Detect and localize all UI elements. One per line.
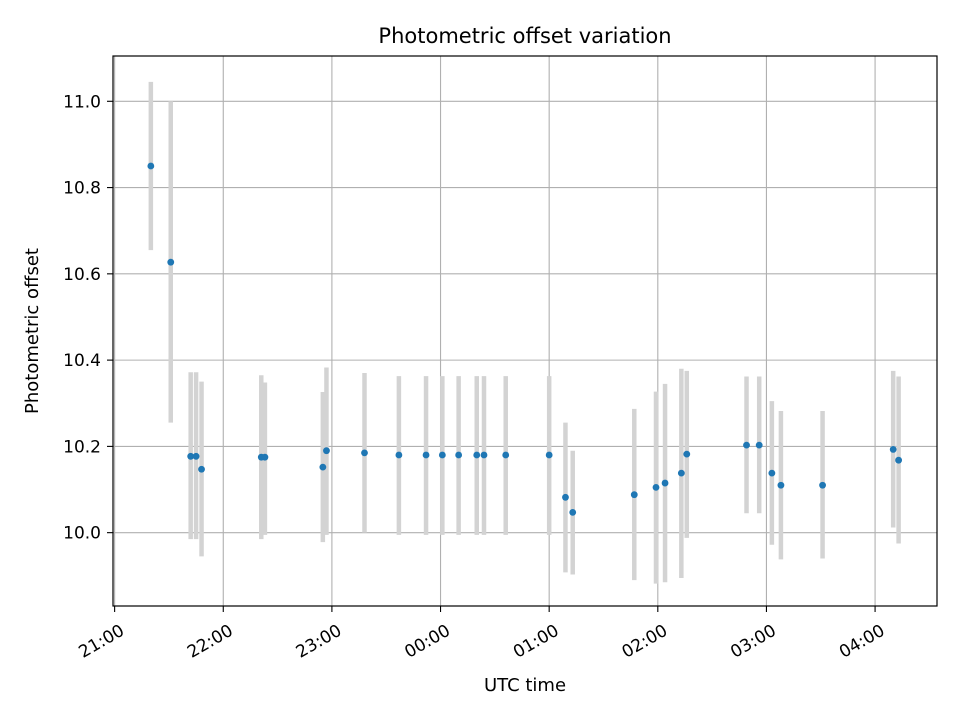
data-point xyxy=(261,453,269,461)
data-point xyxy=(819,481,826,489)
data-point xyxy=(422,451,430,459)
data-point xyxy=(438,451,446,459)
x-tick-label: 00:00 xyxy=(401,621,453,663)
data-point xyxy=(361,449,368,457)
data-point xyxy=(545,451,553,459)
data-point xyxy=(661,479,669,487)
x-axis-ticks: 21:00 22:00 23:00 00:00 01:00 02:00 03:00 04:00 xyxy=(75,606,888,663)
data-point xyxy=(455,451,463,459)
data-point xyxy=(630,491,638,499)
data-point xyxy=(147,162,155,170)
y-tick-label: 10.4 xyxy=(63,351,101,371)
data-point xyxy=(319,463,327,471)
data-point xyxy=(569,508,577,516)
y-tick-label: 11.0 xyxy=(63,92,101,112)
data-point xyxy=(777,481,785,489)
data-point xyxy=(502,451,510,459)
data-points xyxy=(147,162,903,516)
x-tick-label: 04:00 xyxy=(836,621,888,663)
data-point xyxy=(889,446,897,453)
data-point xyxy=(323,447,330,455)
data-point xyxy=(192,452,200,460)
x-tick-label: 03:00 xyxy=(727,621,779,663)
y-tick-label: 10.0 xyxy=(63,524,101,544)
data-point xyxy=(677,469,685,477)
y-axis-ticks: 10.0 10.2 10.4 10.6 10.8 11.0 xyxy=(63,92,113,544)
data-point xyxy=(652,483,660,491)
data-point xyxy=(562,493,569,501)
data-point xyxy=(755,441,763,449)
x-tick-label: 02:00 xyxy=(619,621,671,663)
error-bars xyxy=(148,81,901,584)
y-tick-label: 10.8 xyxy=(63,179,101,199)
y-tick-label: 10.6 xyxy=(63,265,101,285)
y-tick-label: 10.2 xyxy=(63,437,101,457)
data-point xyxy=(768,469,776,477)
grid-lines xyxy=(113,56,937,606)
data-point xyxy=(198,465,205,473)
data-point xyxy=(395,451,403,459)
data-point xyxy=(683,450,691,458)
x-axis-title: UTC time xyxy=(484,675,566,696)
x-tick-label: 01:00 xyxy=(510,621,562,663)
plot-frame xyxy=(112,55,938,607)
data-point xyxy=(167,258,175,266)
chart-title: Photometric offset variation xyxy=(378,24,671,48)
data-point xyxy=(895,456,903,464)
data-point xyxy=(480,451,488,459)
x-tick-label: 21:00 xyxy=(75,621,127,663)
data-point xyxy=(743,441,750,449)
y-axis-title: Photometric offset xyxy=(22,248,43,414)
x-tick-label: 22:00 xyxy=(184,621,236,663)
data-point xyxy=(187,452,195,460)
x-tick-label: 23:00 xyxy=(293,621,345,663)
data-point xyxy=(473,451,481,459)
